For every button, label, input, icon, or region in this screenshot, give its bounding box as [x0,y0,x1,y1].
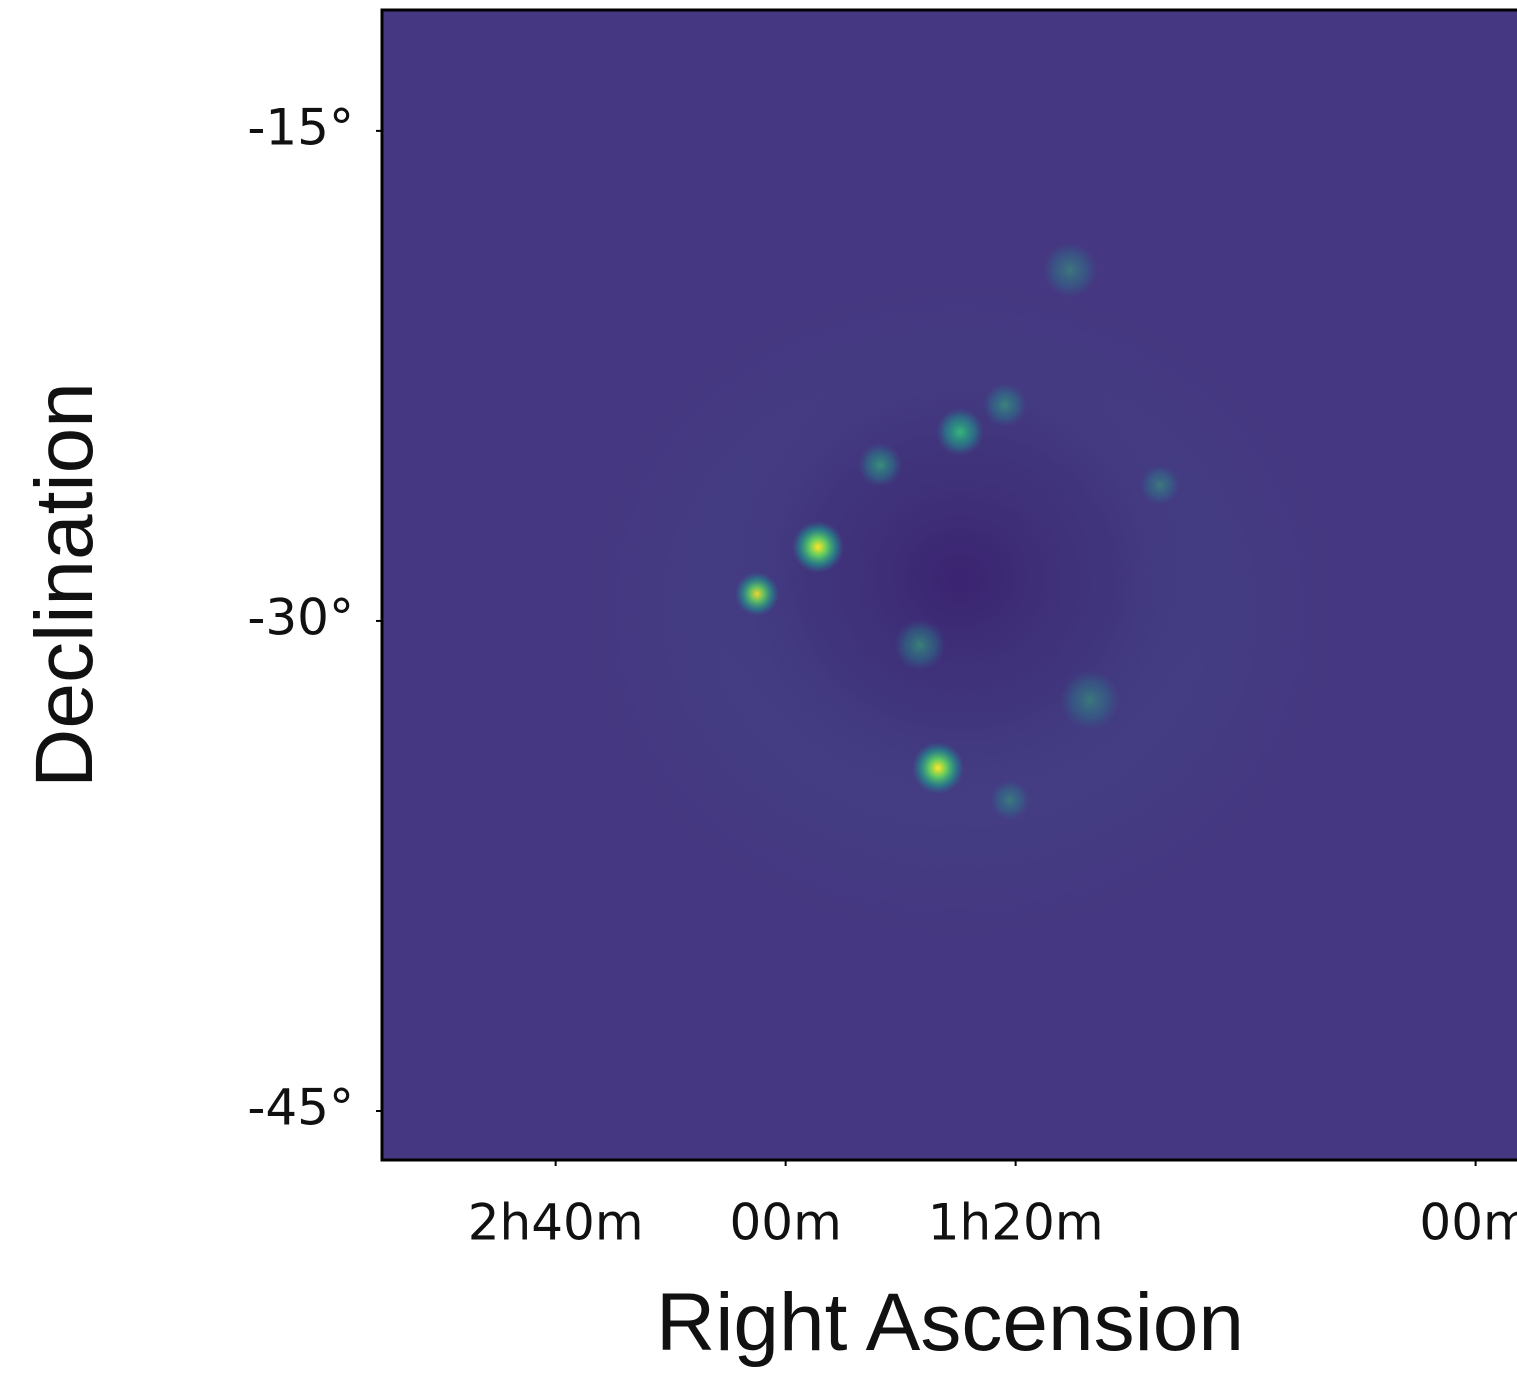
plot-frame [380,8,1517,1162]
x-axis-title: Right Ascension [656,1277,1244,1368]
y-axis-title: Declination [19,382,110,788]
x-tick-label: 00m [1419,1194,1517,1252]
x-tick-label: 1h20m [928,1194,1104,1252]
sky-image [382,10,1517,1160]
x-tick-label: 00m [729,1194,841,1252]
ticks: -15° -30° -45° 2h40m 00m 1h20m 00m [247,98,1517,1251]
y-tick-label: -15° [247,98,354,156]
x-tick-label: 2h40m [468,1194,644,1252]
y-tick-label: -30° [247,588,354,646]
y-tick-label: -45° [247,1078,354,1136]
